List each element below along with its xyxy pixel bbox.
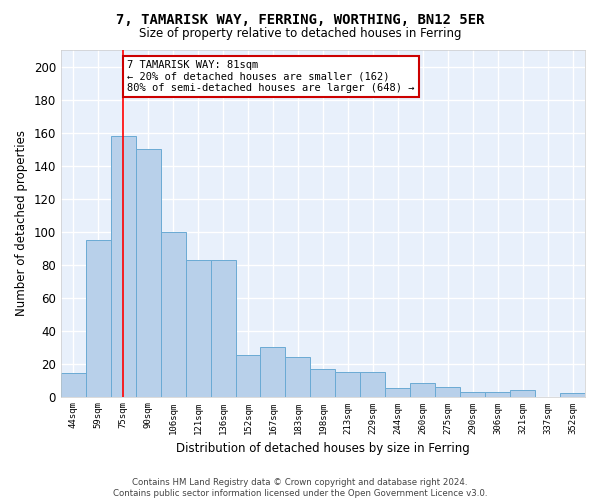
Bar bbox=[485, 392, 510, 396]
Bar bbox=[460, 392, 485, 396]
Bar bbox=[86, 240, 111, 396]
Bar bbox=[185, 260, 211, 396]
Bar bbox=[111, 136, 136, 396]
Bar bbox=[310, 368, 335, 396]
Bar bbox=[161, 232, 185, 396]
Bar bbox=[136, 149, 161, 396]
Bar bbox=[510, 390, 535, 396]
Bar bbox=[260, 347, 286, 397]
X-axis label: Distribution of detached houses by size in Ferring: Distribution of detached houses by size … bbox=[176, 442, 470, 455]
Bar bbox=[435, 386, 460, 396]
Bar bbox=[236, 356, 260, 397]
Text: Contains HM Land Registry data © Crown copyright and database right 2024.
Contai: Contains HM Land Registry data © Crown c… bbox=[113, 478, 487, 498]
Bar bbox=[385, 388, 410, 396]
Bar bbox=[410, 384, 435, 396]
Bar bbox=[361, 372, 385, 396]
Bar bbox=[560, 394, 585, 396]
Y-axis label: Number of detached properties: Number of detached properties bbox=[15, 130, 28, 316]
Text: 7, TAMARISK WAY, FERRING, WORTHING, BN12 5ER: 7, TAMARISK WAY, FERRING, WORTHING, BN12… bbox=[116, 12, 484, 26]
Text: Size of property relative to detached houses in Ferring: Size of property relative to detached ho… bbox=[139, 28, 461, 40]
Bar bbox=[286, 357, 310, 397]
Text: 7 TAMARISK WAY: 81sqm
← 20% of detached houses are smaller (162)
80% of semi-det: 7 TAMARISK WAY: 81sqm ← 20% of detached … bbox=[127, 60, 415, 93]
Bar bbox=[335, 372, 361, 396]
Bar bbox=[211, 260, 236, 396]
Bar bbox=[61, 374, 86, 396]
